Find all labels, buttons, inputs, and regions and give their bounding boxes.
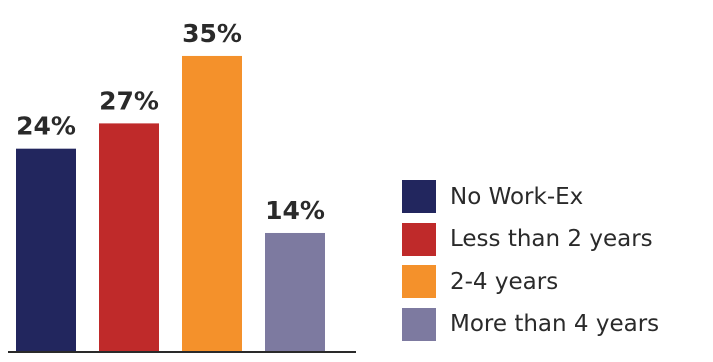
bar-more-than-4-years — [265, 232, 325, 351]
data-label: 27% — [99, 86, 159, 115]
bar-less-than-2-years — [99, 123, 159, 351]
legend-swatch — [402, 222, 436, 256]
legend-swatch — [402, 265, 436, 298]
bar-2-4-years — [182, 55, 242, 351]
legend-item-2-4-years: 2-4 years — [402, 265, 659, 298]
bars-group — [16, 55, 325, 351]
legend-item-more-than-4-years: More than 4 years — [402, 307, 660, 341]
data-labels-group: 24% 27% 35% 14% — [16, 19, 325, 225]
legend-label: More than 4 years — [450, 311, 660, 337]
legend-swatch — [402, 307, 436, 341]
legend-label: Less than 2 years — [450, 226, 653, 252]
legend-swatch — [402, 180, 436, 213]
data-label: 14% — [265, 196, 325, 225]
legend: No Work-Ex Less than 2 years 2-4 years M… — [402, 180, 659, 350]
data-label: 24% — [16, 112, 76, 141]
legend-item-less-than-2-years: Less than 2 years — [402, 222, 659, 256]
legend-label: No Work-Ex — [450, 183, 584, 210]
legend-label: 2-4 years — [450, 268, 559, 295]
data-label: 35% — [182, 19, 242, 48]
bar-no-work-ex — [16, 148, 76, 351]
legend-item-no-work-ex: No Work-Ex — [402, 180, 659, 213]
